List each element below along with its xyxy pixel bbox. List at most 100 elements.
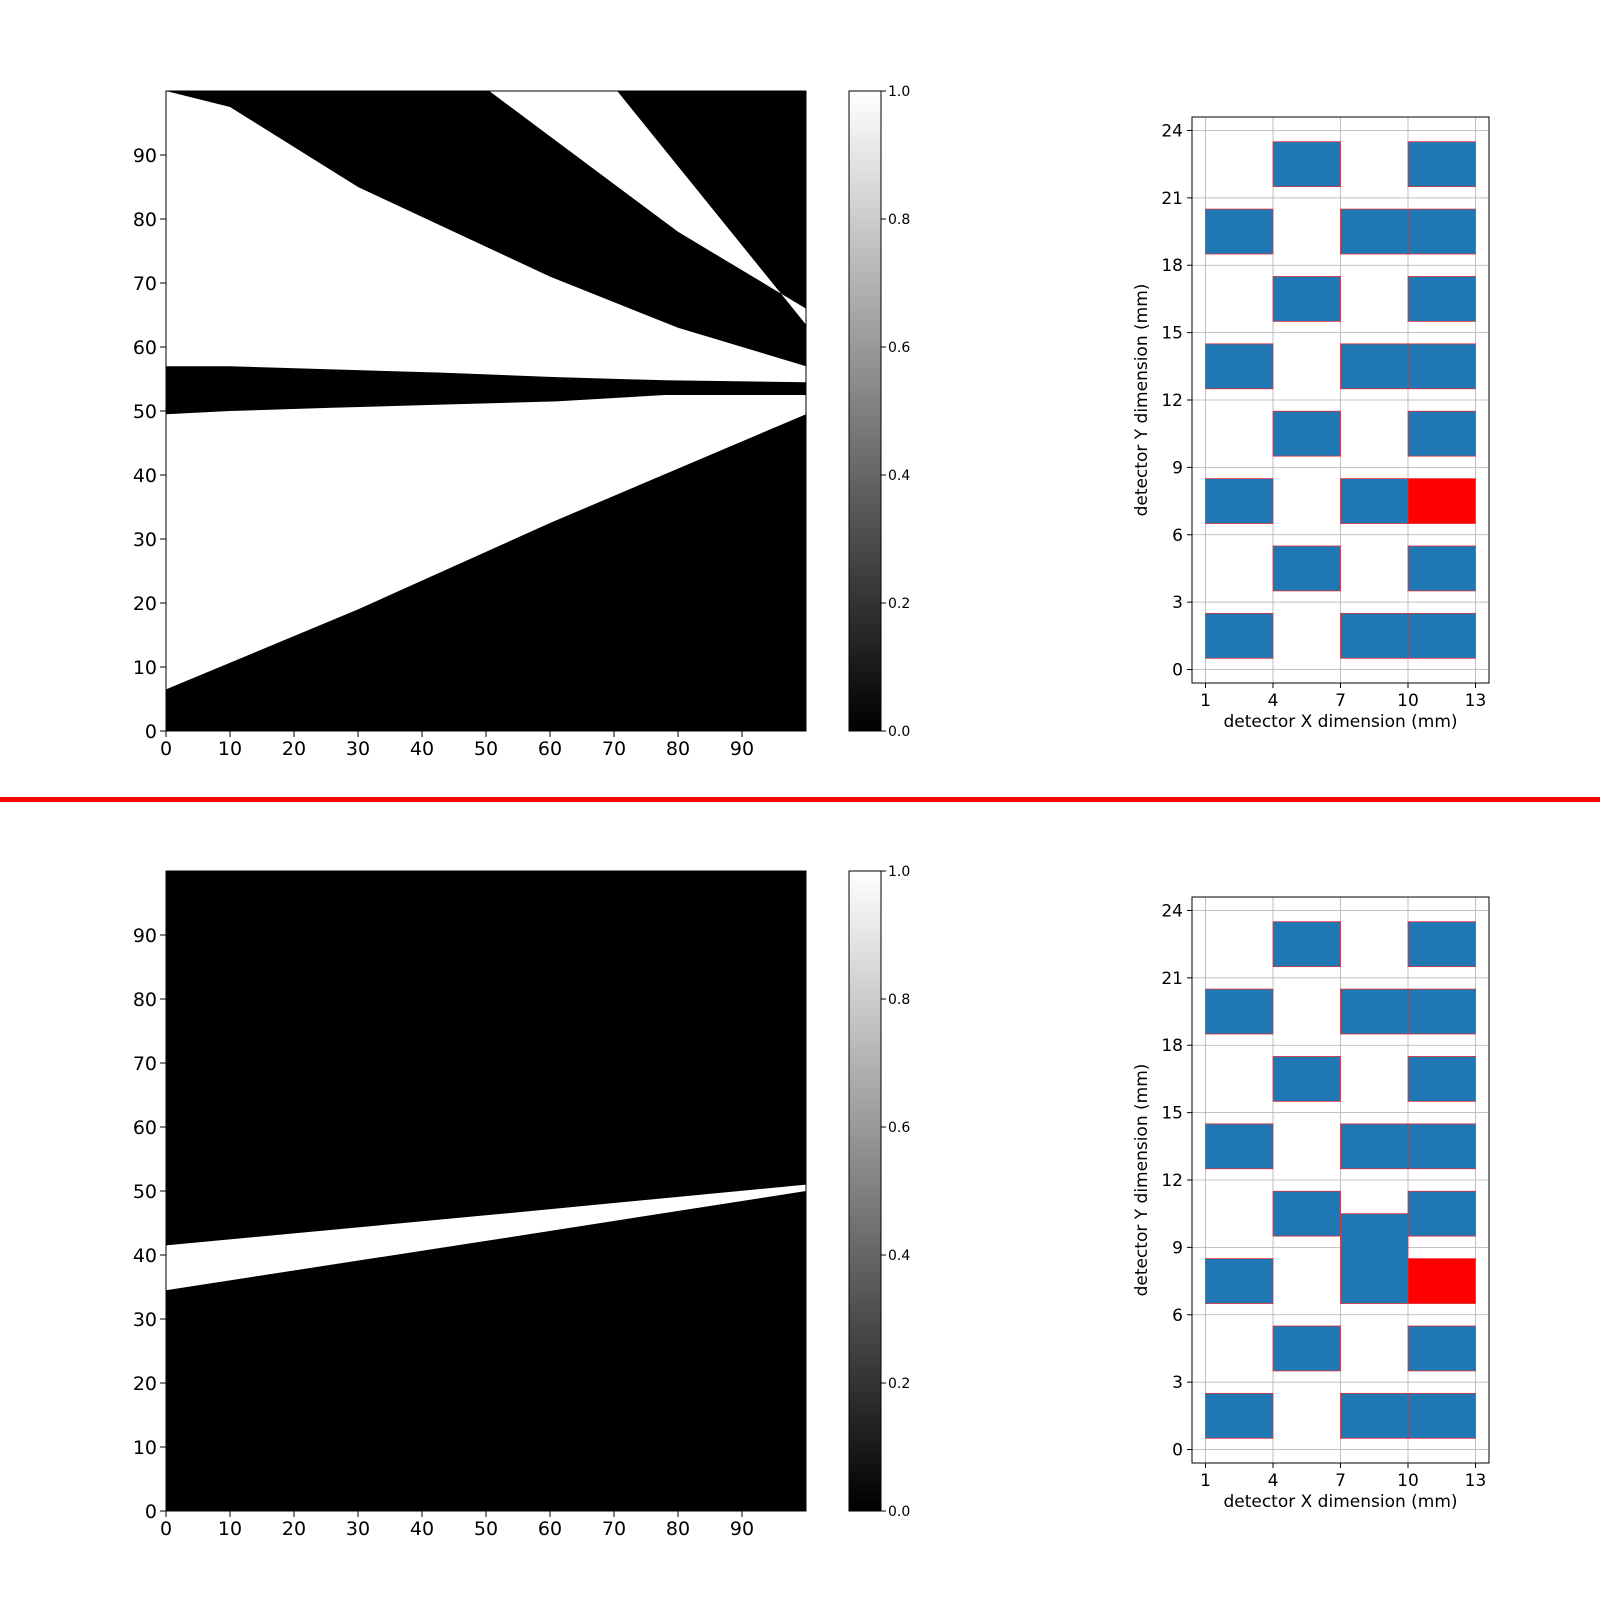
detector-cell	[1272, 1325, 1341, 1372]
y-tick-label: 90	[133, 925, 157, 947]
x-axis-label: detector X dimension (mm)	[1223, 712, 1457, 732]
x-tick-label: 80	[666, 1518, 690, 1540]
white-region	[166, 395, 806, 690]
x-tick-label: 40	[410, 738, 434, 760]
x-tick-label: 7	[1335, 691, 1346, 711]
detector-cell	[1272, 545, 1341, 592]
colorbar: 0.0 0.2 0.4 0.6 0.8 1.0	[848, 84, 910, 740]
detector-cell	[1205, 988, 1274, 1035]
x-tick-label: 90	[730, 738, 754, 760]
y-tick-label: 30	[133, 1309, 157, 1331]
x-tick-label: 10	[1397, 1471, 1419, 1491]
y-tick-label: 15	[1161, 324, 1183, 344]
top-detector-panel: 1 4 7 10 13 0 3 6 9 12 15 18 21 24 detector X dimensio…	[1132, 116, 1490, 732]
y-tick-label: 10	[133, 1437, 157, 1459]
y-tick-label: 0	[145, 1501, 157, 1523]
y-tick-label: 80	[133, 989, 157, 1011]
detector-cell	[1340, 612, 1409, 659]
x-tick-label: 1	[1200, 691, 1211, 711]
x-tick-label: 4	[1268, 691, 1279, 711]
detector-cell	[1407, 141, 1476, 188]
colorbar-tick-label: 0.0	[888, 724, 910, 740]
colorbar-tick-label: 0.8	[888, 212, 910, 228]
y-tick-label: 18	[1161, 256, 1183, 276]
y-axis-label: detector Y dimension (mm)	[1132, 1064, 1152, 1297]
colorbar-tick-label: 0.2	[888, 596, 910, 612]
detector-cell	[1205, 1392, 1274, 1439]
image-background	[166, 871, 806, 1511]
detector-cell	[1407, 1325, 1476, 1372]
bottom-detector-panel: 1 4 7 10 13 0 3 6 9 12 15 18 21 24 detector X dimensio…	[1132, 896, 1490, 1512]
x-tick-label: 13	[1465, 691, 1487, 711]
white-regions	[166, 91, 806, 690]
y-tick-label: 9	[1172, 1238, 1183, 1258]
x-tick-label: 60	[538, 738, 562, 760]
colorbar-tick-label: 0.0	[888, 1504, 910, 1520]
y-tick-label: 40	[133, 465, 157, 487]
x-tick-label: 7	[1335, 1471, 1346, 1491]
x-tick-label: 40	[410, 1518, 434, 1540]
x-tick-label: 20	[282, 738, 306, 760]
y-axis-label: detector Y dimension (mm)	[1132, 284, 1152, 517]
detector-cell	[1407, 1056, 1476, 1102]
y-tick-label: 60	[133, 337, 157, 359]
x-tick-label: 10	[218, 1518, 242, 1540]
detector-cell	[1407, 612, 1476, 659]
y-tick-label: 21	[1161, 189, 1183, 209]
x-tick-label: 50	[474, 738, 498, 760]
detector-cell	[1205, 1123, 1274, 1170]
detector-cell	[1272, 1190, 1341, 1237]
y-tick-label: 0	[1172, 661, 1183, 681]
y-tick-label: 80	[133, 209, 157, 231]
detector-cell	[1205, 208, 1274, 255]
white-region	[166, 1184, 806, 1291]
detector-cell	[1407, 921, 1476, 968]
x-tick-label: 4	[1268, 1471, 1279, 1491]
x-tick-label: 50	[474, 1518, 498, 1540]
detector-cell	[1340, 1123, 1409, 1170]
y-tick-label: 20	[133, 1373, 157, 1395]
x-tick-label: 80	[666, 738, 690, 760]
y-tick-label: 0	[1172, 1441, 1183, 1461]
y-tick-label: 20	[133, 593, 157, 615]
y-tick-label: 0	[145, 721, 157, 743]
y-tick-label: 6	[1172, 526, 1183, 546]
detector-cell	[1205, 343, 1274, 390]
y-tick-label: 9	[1172, 458, 1183, 478]
detector-cell	[1407, 1392, 1476, 1439]
y-tick-label: 12	[1161, 1171, 1183, 1191]
y-tick-label: 3	[1172, 593, 1183, 613]
y-tick-label: 24	[1161, 121, 1183, 141]
colorbar-tick-label: 1.0	[888, 84, 910, 100]
section-divider	[0, 797, 1600, 802]
detector-cell	[1272, 921, 1341, 968]
y-tick-label: 90	[133, 145, 157, 167]
x-tick-label: 70	[602, 738, 626, 760]
y-tick-label: 40	[133, 1245, 157, 1267]
detector-cell	[1407, 545, 1476, 592]
detector-cell-highlighted	[1407, 478, 1476, 524]
y-tick-label: 70	[133, 273, 157, 295]
y-tick-label: 15	[1161, 1104, 1183, 1124]
bottom-image-panel: 0 10 20 30 40 50 60 70 80 90 0 10 20 30 40 50 60 70 80 90 0.…	[133, 864, 911, 1540]
x-tick-label: 10	[1397, 691, 1419, 711]
detector-cell	[1272, 276, 1341, 322]
colorbar-tick-label: 0.6	[888, 340, 910, 356]
colorbar-tick-label: 0.4	[888, 468, 910, 484]
colorbar-tick-label: 0.4	[888, 1248, 910, 1264]
colorbar: 0.0 0.2 0.4 0.6 0.8 1.0	[848, 864, 910, 1520]
x-tick-label: 10	[218, 738, 242, 760]
y-tick-label: 6	[1172, 1306, 1183, 1326]
y-tick-label: 18	[1161, 1036, 1183, 1056]
y-tick-label: 12	[1161, 391, 1183, 411]
y-tick-label: 50	[133, 401, 157, 423]
detector-cell	[1205, 478, 1274, 524]
y-tick-label: 60	[133, 1117, 157, 1139]
x-axis-label: detector X dimension (mm)	[1223, 1492, 1457, 1512]
detector-cell	[1340, 1392, 1409, 1439]
x-tick-label: 0	[160, 1518, 172, 1540]
detector-cell	[1407, 1123, 1476, 1170]
x-tick-label: 30	[346, 738, 370, 760]
detector-cell	[1205, 1258, 1274, 1304]
